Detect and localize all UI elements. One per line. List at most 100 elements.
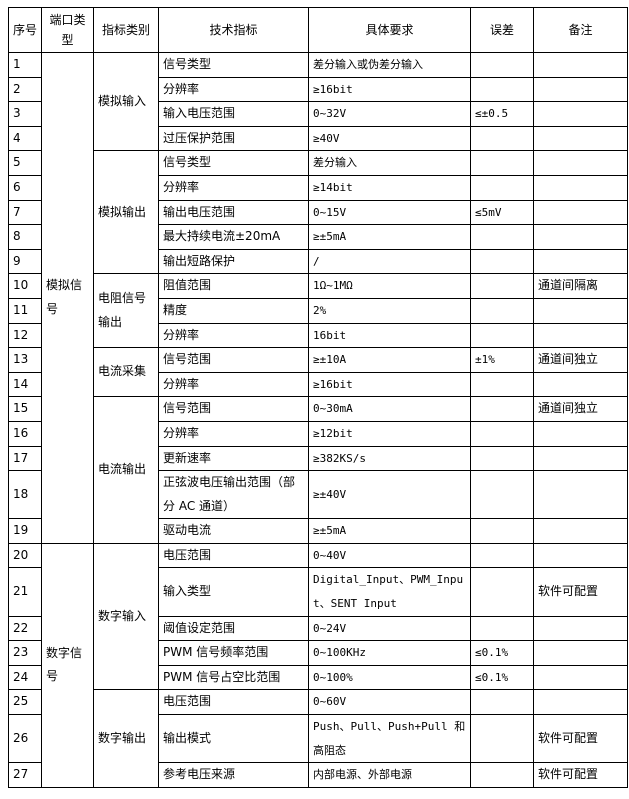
category: 模拟输出 — [93, 150, 159, 275]
error — [470, 150, 534, 176]
header-cell: 端口类型 — [41, 7, 94, 53]
requirement: 0~15V — [308, 199, 471, 226]
table-row: 11 精度 2% — [8, 297, 628, 324]
spec-name: PWM 信号频率范围 — [158, 640, 309, 666]
header-cell: 序号 — [8, 7, 42, 53]
requirement: ≥±5mA — [308, 518, 471, 544]
row-number: 17 — [8, 445, 42, 472]
category: 数字输入 — [93, 542, 159, 691]
error: ±1% — [470, 347, 534, 373]
requirement: 2% — [308, 297, 471, 324]
table-row: 6 分辨率 ≥14bit — [8, 174, 628, 201]
requirement: 0~60V — [308, 689, 471, 716]
table-row: 15 电流输出 信号范围 0~30mA 通道间独立 — [8, 396, 628, 544]
table-row: 19 驱动电流 ≥±5mA — [8, 518, 628, 544]
error — [470, 420, 534, 447]
category: 电流采集 — [93, 347, 159, 398]
table-row: 25 数字输出 电压范围 0~60V — [8, 689, 628, 788]
row-number: 24 — [8, 664, 42, 691]
spec-name: 信号类型 — [158, 52, 309, 78]
note — [533, 542, 628, 569]
error — [470, 470, 534, 520]
error — [470, 445, 534, 472]
error — [470, 297, 534, 324]
requirement: 0~40V — [308, 542, 471, 569]
header-cell: 技术指标 — [158, 7, 309, 53]
error — [470, 125, 534, 152]
error — [470, 567, 534, 617]
error — [470, 518, 534, 544]
spec-name: 输入类型 — [158, 567, 309, 617]
note — [533, 420, 628, 447]
note: 软件可配置 — [533, 567, 628, 617]
spec-name: 阻值范围 — [158, 273, 309, 299]
spec-name: 分辨率 — [158, 420, 309, 447]
category: 电流输出 — [93, 396, 159, 544]
category: 电阻信号输出 — [93, 273, 159, 349]
table-row: 3 输入电压范围 0~32V ≤±0.5 — [8, 101, 628, 127]
table-row: 1 模拟信号 模拟输入 信号类型 差分输入或伪差分输入 — [8, 51, 628, 544]
table-row: 13 电流采集 信号范围 ≥±10A ±1% 通道间独立 — [8, 347, 628, 398]
row-number: 19 — [8, 518, 42, 544]
table-row: 18 正弦波电压输出范围（部分 AC 通道） ≥±40V — [8, 470, 628, 520]
port-type: 模拟信号 — [41, 52, 94, 544]
note — [533, 371, 628, 398]
table-row: 14 分辨率 ≥16bit — [8, 371, 628, 398]
table-row: 4 过压保护范围 ≥40V — [8, 125, 628, 152]
spec-name: PWM 信号占空比范围 — [158, 664, 309, 691]
row-number: 22 — [8, 615, 42, 642]
error — [470, 615, 534, 642]
note — [533, 615, 628, 642]
error — [470, 689, 534, 716]
note: 软件可配置 — [533, 762, 628, 788]
requirement: Push、Pull、Push+Pull 和高阻态 — [308, 714, 471, 764]
requirement: ≥382KS/s — [308, 445, 471, 472]
note — [533, 174, 628, 201]
spec-name: 驱动电流 — [158, 518, 309, 544]
table-row: 9 输出短路保护 / — [8, 248, 628, 275]
requirement: 0~100KHz — [308, 640, 471, 666]
header-cell: 指标类别 — [93, 7, 159, 53]
table-row: 23 PWM 信号频率范围 0~100KHz ≤0.1% — [8, 640, 628, 666]
error: ≤±0.5 — [470, 101, 534, 127]
error: ≤5mV — [470, 199, 534, 226]
note — [533, 297, 628, 324]
error — [470, 76, 534, 103]
spec-name: 分辨率 — [158, 76, 309, 103]
error — [470, 248, 534, 275]
requirement: 16bit — [308, 322, 471, 349]
requirement: 内部电源、外部电源 — [308, 762, 471, 788]
note: 通道间独立 — [533, 396, 628, 422]
table-row: 5 模拟输出 信号类型 差分输入 — [8, 150, 628, 275]
table-row: 24 PWM 信号占空比范围 0~100% ≤0.1% — [8, 664, 628, 691]
requirement: ≥14bit — [308, 174, 471, 201]
spec-name: 信号范围 — [158, 347, 309, 373]
row-number: 11 — [8, 297, 42, 324]
spec-name: 输入电压范围 — [158, 101, 309, 127]
category: 数字输出 — [93, 689, 159, 788]
table-row: 20 数字信号 数字输入 电压范围 0~40V — [8, 542, 628, 788]
spec-name: 分辨率 — [158, 322, 309, 349]
row-number: 21 — [8, 567, 42, 617]
table-body: 1 模拟信号 模拟输入 信号类型 差分输入或伪差分输入 2 分辨率 ≥16bit 3 输入电压范围… — [8, 51, 628, 788]
note — [533, 470, 628, 520]
note: 通道间隔离 — [533, 273, 628, 299]
requirement: ≥16bit — [308, 371, 471, 398]
table-row: 12 分辨率 16bit — [8, 322, 628, 349]
row-number: 6 — [8, 174, 42, 201]
table-row: 7 输出电压范围 0~15V ≤5mV — [8, 199, 628, 226]
requirement: / — [308, 248, 471, 275]
note — [533, 76, 628, 103]
port-type: 数字信号 — [41, 542, 94, 788]
note — [533, 640, 628, 666]
note — [533, 125, 628, 152]
requirement: Digital_Input、PWM_Input、SENT Input — [308, 567, 471, 617]
note — [533, 199, 628, 226]
spec-name: 最大持续电流±20mA — [158, 224, 309, 250]
row-number: 14 — [8, 371, 42, 398]
row-number: 20 — [8, 542, 42, 569]
row-number: 3 — [8, 101, 42, 127]
row-number: 1 — [8, 52, 42, 78]
requirement: 0~100% — [308, 664, 471, 691]
note — [533, 518, 628, 544]
